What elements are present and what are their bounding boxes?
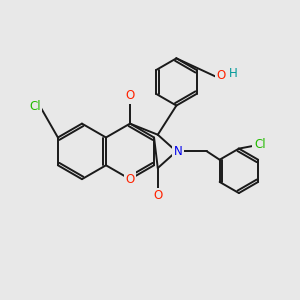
Text: Cl: Cl <box>254 138 266 151</box>
Text: O: O <box>125 89 135 102</box>
Text: Cl: Cl <box>29 100 40 113</box>
Text: H: H <box>229 67 238 80</box>
Text: O: O <box>153 189 162 202</box>
Text: O: O <box>125 173 135 186</box>
Text: O: O <box>216 68 226 82</box>
Text: N: N <box>173 145 182 158</box>
